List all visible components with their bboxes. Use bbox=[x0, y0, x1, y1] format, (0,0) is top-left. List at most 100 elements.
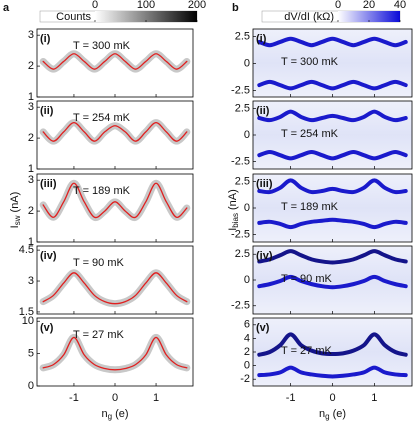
x-tick-label: -1 bbox=[69, 392, 79, 404]
temperature-label: T = 254 mK bbox=[73, 112, 131, 124]
x-label-sub: g bbox=[108, 412, 112, 421]
colorbar-label: dV/dI (kΩ) bbox=[284, 11, 334, 23]
x-tick-label: 1 bbox=[153, 392, 159, 404]
y-label-unit: (nA) bbox=[227, 189, 239, 210]
switching-band bbox=[257, 332, 408, 357]
x-label-unit: (e) bbox=[333, 408, 346, 420]
fit-line bbox=[42, 121, 188, 142]
y-label-unit: (nA) bbox=[9, 192, 21, 213]
subplot-label: (iii) bbox=[40, 178, 57, 190]
temperature-label: T = 189 mK bbox=[73, 185, 131, 197]
y-tick-label: 0 bbox=[244, 360, 250, 372]
plot-frame bbox=[36, 173, 194, 243]
y-tick-label: 0 bbox=[244, 129, 250, 141]
temperature-label: T = 189 mK bbox=[281, 201, 339, 213]
y-tick-label: -2.5 bbox=[231, 155, 250, 167]
subplot-label: (i) bbox=[40, 33, 51, 45]
temperature-label: T = 300 mK bbox=[281, 56, 339, 68]
y-tick-label: 1 bbox=[28, 236, 34, 248]
plot-frame bbox=[252, 317, 413, 387]
switching-band bbox=[257, 178, 408, 195]
plot-background bbox=[253, 174, 412, 242]
y-tick-label: 2 bbox=[28, 60, 34, 72]
colorbar-tick-label: 200 bbox=[188, 0, 206, 11]
y-tick-label: 0 bbox=[244, 57, 250, 69]
plot-frame bbox=[36, 28, 194, 98]
subplot: -2.5 0 2.5 (iv) T = 90 mK bbox=[231, 245, 413, 315]
y-tick-label: 3 bbox=[28, 275, 34, 287]
x-label-main: n bbox=[319, 408, 325, 420]
switching-band bbox=[257, 109, 408, 123]
y-label-sub: bias bbox=[231, 213, 240, 228]
y-tick-label: 3 bbox=[28, 174, 34, 186]
x-tick-label: 0 bbox=[112, 392, 118, 404]
plot-frame bbox=[252, 100, 413, 170]
y-tick-label: -2.5 bbox=[231, 300, 250, 312]
y-tick-label: 2.5 bbox=[235, 30, 250, 42]
subplot: -2.5 0 2.5 (ii) T = 254 mK bbox=[231, 100, 413, 170]
y-tick-label: 1 bbox=[28, 91, 34, 103]
subplot: 1 2 3 (i) T = 300 mK bbox=[28, 28, 194, 103]
subplot: 0 5 10 -1 0 1 (v) T = 27 mK bbox=[22, 315, 194, 404]
fit-line bbox=[42, 182, 188, 219]
colorbar-tick-label: 0 bbox=[92, 0, 98, 11]
fit-line bbox=[42, 272, 188, 305]
temperature-label: T = 90 mK bbox=[281, 273, 333, 285]
subplot: -2.5 0 2.5 (iii) T = 189 mK bbox=[231, 173, 413, 243]
switching-band bbox=[257, 79, 408, 91]
subplot-label: (iii) bbox=[256, 178, 273, 190]
subplot-label: (v) bbox=[256, 322, 270, 334]
switching-band bbox=[257, 149, 408, 161]
y-label-main: I bbox=[227, 228, 239, 231]
temperature-label: T = 254 mK bbox=[281, 128, 339, 140]
subplot: 1.5 3 4.5 (iv) T = 90 mK bbox=[19, 244, 194, 318]
x-label-unit: (e) bbox=[115, 408, 128, 420]
subplot-label: (v) bbox=[40, 322, 54, 334]
plot-frame bbox=[252, 245, 413, 315]
y-tick-label: 0 bbox=[28, 380, 34, 392]
fit-line bbox=[42, 336, 188, 371]
y-tick-label: 2 bbox=[28, 132, 34, 144]
y-label-main: I bbox=[9, 225, 21, 228]
switching-band bbox=[257, 36, 408, 48]
switching-band bbox=[257, 365, 408, 379]
x-tick-label: -1 bbox=[286, 392, 296, 404]
switching-band bbox=[257, 249, 408, 265]
y-label-sub: sw bbox=[13, 215, 22, 225]
colorbar-tick-label: 40 bbox=[394, 0, 406, 11]
y-tick-label: 10 bbox=[22, 315, 34, 327]
temperature-label: T = 90 mK bbox=[73, 257, 125, 269]
subplot-label: (iv) bbox=[256, 250, 273, 262]
plot-frame bbox=[252, 173, 413, 243]
colorbar bbox=[95, 11, 197, 22]
plot-frame bbox=[36, 100, 194, 170]
subplot-label: (iv) bbox=[40, 250, 57, 262]
y-tick-label: 2.5 bbox=[235, 248, 250, 260]
y-tick-label: 1 bbox=[28, 163, 34, 175]
y-tick-label: -2.5 bbox=[231, 228, 250, 240]
panel-label: b bbox=[232, 2, 239, 14]
y-tick-label: 3 bbox=[28, 29, 34, 41]
y-tick-label: -2 bbox=[240, 373, 250, 385]
subplot: 1 2 3 (ii) T = 254 mK bbox=[28, 100, 194, 175]
y-tick-label: 3 bbox=[28, 101, 34, 113]
x-label-main: n bbox=[101, 408, 107, 420]
colorbar-tick-label: 20 bbox=[363, 0, 375, 11]
plot-frame bbox=[36, 317, 194, 387]
y-axis-label: Isw (nA) bbox=[9, 192, 22, 229]
y-tick-label: 2.5 bbox=[235, 175, 250, 187]
colorbar-label: Counts bbox=[56, 11, 91, 23]
x-tick-label: 1 bbox=[371, 392, 377, 404]
y-tick-label: 5 bbox=[28, 348, 34, 360]
y-tick-label: -2.5 bbox=[231, 84, 250, 96]
switching-band bbox=[257, 274, 408, 290]
subplot: 1 2 3 (iii) T = 189 mK bbox=[28, 173, 194, 248]
plot-frame bbox=[36, 245, 194, 315]
panel-label: a bbox=[3, 2, 10, 14]
temperature-label: T = 300 mK bbox=[73, 40, 131, 52]
colorbar bbox=[338, 11, 400, 22]
plot-frame bbox=[252, 28, 413, 98]
y-tick-label: 4 bbox=[244, 332, 250, 344]
fit-line bbox=[42, 53, 188, 70]
